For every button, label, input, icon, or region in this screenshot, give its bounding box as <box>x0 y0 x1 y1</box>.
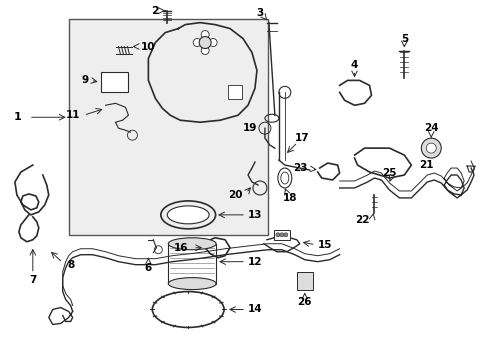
Text: 6: 6 <box>144 263 152 273</box>
Text: 18: 18 <box>282 193 297 203</box>
Bar <box>296 272 312 289</box>
Ellipse shape <box>280 172 288 184</box>
Bar <box>273 230 289 240</box>
Text: 4: 4 <box>350 60 358 71</box>
Bar <box>227 85 242 99</box>
Text: 21: 21 <box>419 160 433 170</box>
Ellipse shape <box>168 238 216 250</box>
Text: 23: 23 <box>293 163 307 173</box>
Bar <box>101 72 128 92</box>
Ellipse shape <box>168 278 216 289</box>
Circle shape <box>283 233 287 237</box>
Text: 15: 15 <box>317 240 331 250</box>
Circle shape <box>275 233 279 237</box>
Circle shape <box>426 143 435 153</box>
Text: 2: 2 <box>151 6 159 15</box>
Circle shape <box>193 39 201 46</box>
Text: 20: 20 <box>228 190 243 200</box>
Circle shape <box>201 46 209 54</box>
Text: 22: 22 <box>354 215 369 225</box>
Bar <box>68 19 267 235</box>
Text: 25: 25 <box>382 168 396 178</box>
Text: 11: 11 <box>66 110 81 120</box>
Text: 9: 9 <box>81 75 88 85</box>
Text: 26: 26 <box>297 297 311 306</box>
Text: 13: 13 <box>247 210 262 220</box>
Text: 17: 17 <box>294 133 308 143</box>
Text: 3: 3 <box>256 8 263 18</box>
Ellipse shape <box>167 206 209 224</box>
Text: 10: 10 <box>141 41 155 51</box>
Text: 7: 7 <box>29 275 37 285</box>
Circle shape <box>199 37 211 49</box>
Text: 19: 19 <box>242 123 256 133</box>
Text: 16: 16 <box>173 243 188 253</box>
Text: 12: 12 <box>247 257 262 267</box>
Text: 1: 1 <box>14 112 21 122</box>
Text: 14: 14 <box>247 305 262 315</box>
Text: 24: 24 <box>423 123 438 133</box>
Circle shape <box>421 138 440 158</box>
Bar <box>168 244 216 284</box>
Text: 8: 8 <box>67 260 74 270</box>
Text: 5: 5 <box>400 33 407 44</box>
Circle shape <box>209 39 217 46</box>
Circle shape <box>279 233 283 237</box>
Circle shape <box>201 31 209 39</box>
